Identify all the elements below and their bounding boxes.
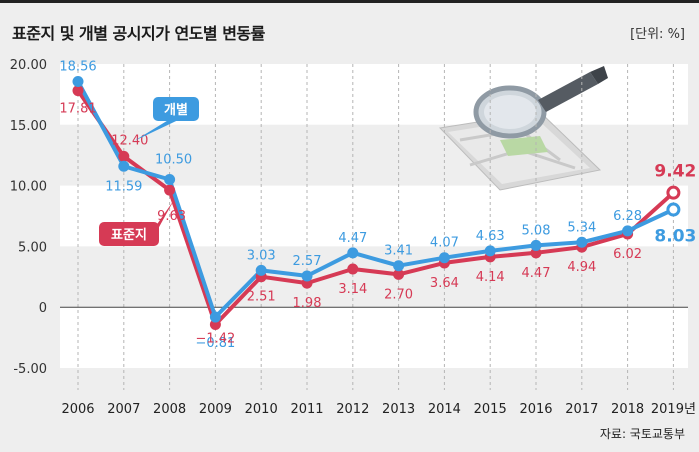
legend-gaebyeol-label: 개별: [164, 102, 188, 118]
data-label-pyojunji: −1.42: [195, 331, 235, 346]
x-tick-label: 2016: [519, 402, 552, 417]
data-point: [118, 160, 130, 172]
legend-pyojunji-label: 표준지: [111, 228, 147, 243]
data-label-gaebyeol: 4.47: [338, 231, 367, 246]
data-label-pyojunji: 2.70: [384, 287, 413, 302]
data-point: [576, 236, 588, 248]
data-label-pyojunji: 12.40: [111, 133, 148, 148]
data-label-gaebyeol: 5.08: [522, 223, 551, 238]
x-tick-label: 2009: [199, 402, 232, 417]
magnifier-map-illustration: [438, 66, 608, 191]
data-label-pyojunji: 9.63: [157, 209, 186, 224]
data-label-gaebyeol: 3.03: [247, 248, 276, 263]
y-tick-label: 5.00: [18, 240, 47, 255]
x-tick-label: 2012: [336, 402, 369, 417]
data-label-pyojunji: 4.14: [476, 270, 505, 285]
data-point: [301, 270, 313, 282]
data-label-pyojunji: 4.94: [567, 260, 596, 275]
x-tick-label: 2015: [474, 402, 507, 417]
data-point: [347, 247, 359, 259]
data-point: [393, 260, 405, 272]
data-label-pyojunji: 2.51: [247, 290, 276, 305]
data-label-gaebyeol: 3.41: [384, 244, 413, 259]
data-label-pyojunji: 3.64: [430, 276, 459, 291]
y-tick-label: 0: [39, 301, 47, 316]
x-tick-label: 2008: [153, 402, 186, 417]
data-point: [164, 184, 176, 196]
data-point: [72, 85, 84, 97]
data-point: [666, 202, 681, 217]
x-tick-label: 2014: [428, 402, 461, 417]
data-point: [393, 268, 405, 280]
x-tick-label: 2018: [611, 402, 644, 417]
data-point: [118, 150, 130, 162]
x-tick-label: 2007: [107, 402, 140, 417]
series-line: [76, 88, 676, 327]
data-label-pyojunji: 6.02: [613, 247, 642, 262]
data-point: [666, 185, 681, 200]
data-label-pyojunji: 1.98: [293, 296, 322, 311]
x-tick-label: 2013: [382, 402, 415, 417]
data-point: [255, 264, 267, 276]
data-label-gaebyeol: 11.59: [105, 179, 142, 194]
data-label-gaebyeol: 4.07: [430, 236, 459, 251]
data-point: [164, 174, 176, 186]
data-point: [530, 239, 542, 251]
data-label-gaebyeol: −0.81: [195, 336, 235, 351]
data-label-gaebyeol: 4.63: [476, 229, 505, 244]
x-tick-label: 2011: [290, 402, 323, 417]
data-point: [484, 245, 496, 257]
y-tick-label: 20.00: [10, 58, 47, 73]
chart-title: 표준지 및 개별 공시지가 연도별 변동률: [12, 24, 265, 43]
data-point: [438, 252, 450, 264]
legend-pyojunji-box: [99, 222, 159, 246]
data-point: [72, 76, 84, 88]
data-point: [209, 311, 221, 323]
data-label-gaebyeol: 2.57: [293, 254, 322, 269]
data-label-pyojunji: 4.47: [522, 266, 551, 281]
series-line: [76, 79, 676, 319]
grid-band: [60, 307, 688, 368]
unit-label: [단위: %]: [630, 27, 685, 42]
data-label-gaebyeol: 8.03: [654, 227, 696, 247]
y-tick-label: 15.00: [10, 119, 47, 134]
data-label-pyojunji: 3.14: [338, 282, 367, 297]
data-label-pyojunji: 17.81: [59, 102, 96, 117]
source-note: 자료: 국토교통부: [599, 427, 685, 441]
top-rule: [0, 0, 699, 3]
data-label-gaebyeol: 18.56: [59, 60, 96, 75]
grid-band: [60, 246, 688, 308]
data-label-gaebyeol: 6.28: [613, 209, 642, 224]
y-tick-label: -5.00: [13, 362, 47, 377]
data-point: [622, 225, 634, 237]
data-point: [347, 263, 359, 275]
data-label-gaebyeol: 5.34: [567, 220, 596, 235]
legend-gaebyeol-box: [153, 97, 199, 121]
data-label-gaebyeol: 10.50: [155, 153, 192, 168]
x-tick-label: 2019년: [651, 402, 696, 417]
x-tick-label: 2017: [565, 402, 598, 417]
y-tick-label: 10.00: [10, 180, 47, 195]
x-tick-label: 2006: [61, 402, 94, 417]
data-label-pyojunji: 9.42: [654, 162, 696, 182]
x-tick-label: 2010: [245, 402, 278, 417]
